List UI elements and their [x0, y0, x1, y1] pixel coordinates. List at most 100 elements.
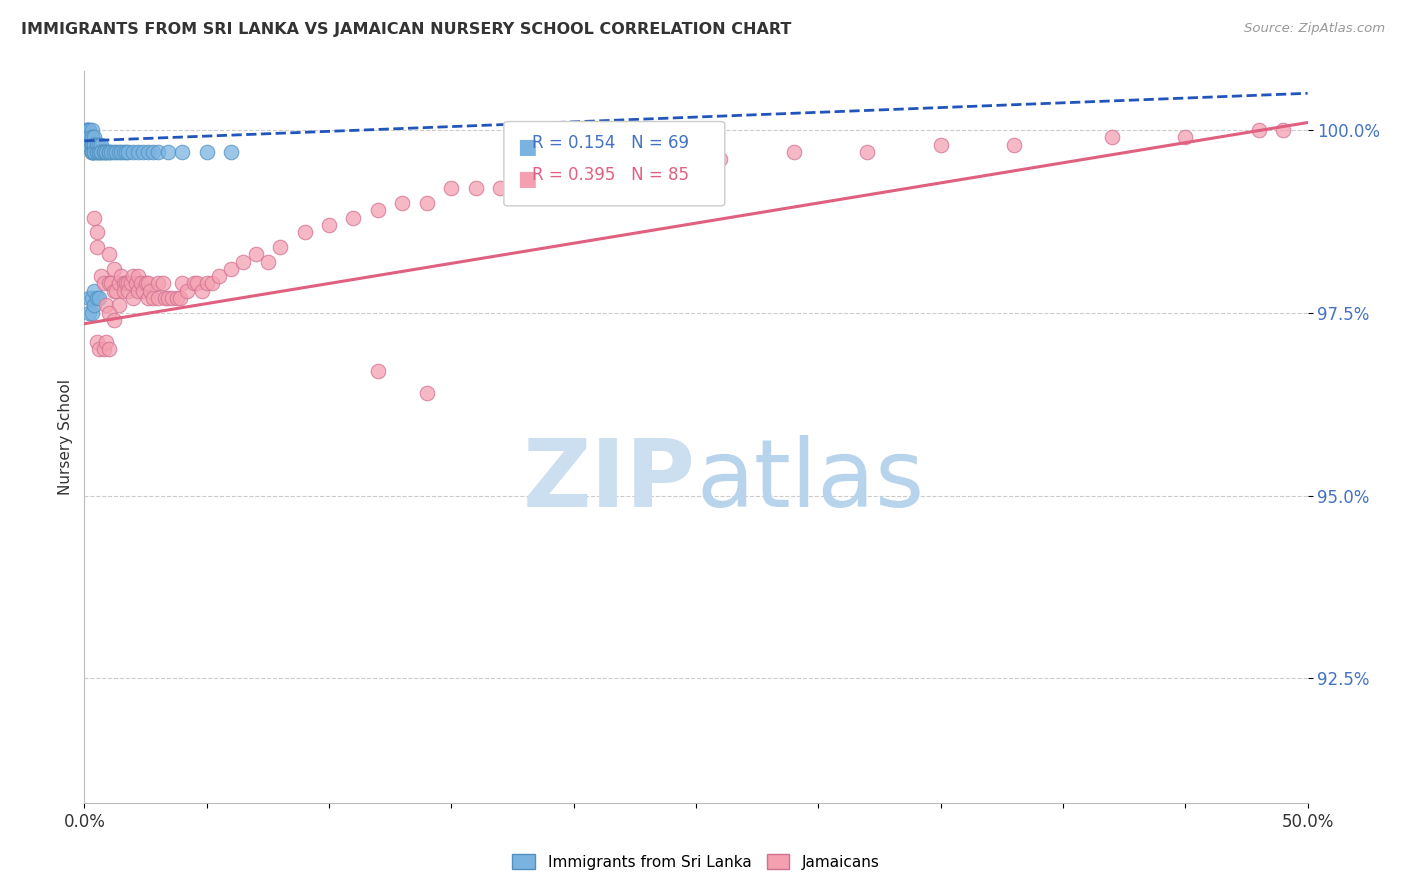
- Point: [856, 145, 879, 159]
- Point: [112, 277, 135, 291]
- Point: [86, 225, 108, 239]
- Point: [156, 145, 179, 159]
- Point: [1174, 130, 1197, 145]
- Point: [87, 343, 110, 357]
- Point: [96, 334, 118, 349]
- Point: [90, 269, 112, 284]
- Point: [117, 277, 139, 291]
- Point: [110, 145, 132, 159]
- Point: [183, 277, 205, 291]
- Point: [80, 145, 103, 159]
- Point: [929, 137, 952, 152]
- Point: [135, 277, 157, 291]
- Text: ■: ■: [517, 136, 537, 157]
- Point: [80, 137, 103, 152]
- Point: [191, 284, 214, 298]
- Point: [117, 145, 139, 159]
- Point: [232, 254, 254, 268]
- Point: [97, 343, 120, 357]
- Point: [112, 284, 135, 298]
- Point: [132, 145, 155, 159]
- Point: [96, 145, 118, 159]
- Point: [464, 181, 486, 195]
- Point: [132, 284, 155, 298]
- Point: [83, 145, 105, 159]
- Point: [80, 145, 103, 159]
- Point: [112, 145, 135, 159]
- Point: [77, 123, 100, 137]
- Point: [169, 291, 191, 305]
- Point: [103, 145, 125, 159]
- Point: [93, 277, 115, 291]
- Point: [153, 291, 176, 305]
- Point: [80, 291, 103, 305]
- Point: [172, 277, 194, 291]
- Point: [139, 284, 162, 298]
- Text: R = 0.154   N = 69: R = 0.154 N = 69: [531, 134, 689, 152]
- Text: atlas: atlas: [696, 435, 924, 527]
- Point: [152, 277, 174, 291]
- Point: [294, 225, 316, 239]
- Point: [1101, 130, 1123, 145]
- Point: [127, 269, 149, 284]
- Point: [219, 261, 242, 276]
- Point: [105, 145, 128, 159]
- Point: [97, 145, 120, 159]
- Point: [115, 145, 138, 159]
- Point: [1002, 137, 1025, 152]
- Point: [489, 181, 512, 195]
- Point: [103, 313, 125, 327]
- Text: ZIP: ZIP: [523, 435, 696, 527]
- Point: [86, 291, 108, 305]
- Point: [93, 145, 115, 159]
- Point: [661, 160, 683, 174]
- Point: [110, 269, 132, 284]
- Point: [83, 211, 105, 225]
- Point: [122, 145, 145, 159]
- Point: [117, 284, 139, 298]
- Point: [269, 240, 291, 254]
- Point: [83, 130, 105, 145]
- Point: [90, 145, 112, 159]
- Point: [107, 145, 129, 159]
- Point: [93, 145, 115, 159]
- Point: [200, 277, 222, 291]
- Point: [80, 130, 103, 145]
- Point: [136, 277, 159, 291]
- Point: [87, 145, 110, 159]
- Point: [97, 277, 120, 291]
- Point: [103, 284, 125, 298]
- Point: [83, 298, 105, 312]
- Point: [176, 284, 198, 298]
- Point: [1247, 123, 1270, 137]
- Point: [83, 137, 105, 152]
- Point: [186, 277, 208, 291]
- Point: [87, 145, 110, 159]
- Point: [97, 247, 120, 261]
- Point: [245, 247, 267, 261]
- Point: [122, 269, 145, 284]
- Point: [120, 277, 142, 291]
- Point: [142, 145, 165, 159]
- Point: [146, 277, 169, 291]
- Point: [86, 240, 108, 254]
- Point: [97, 145, 120, 159]
- Point: [162, 291, 184, 305]
- Point: [136, 145, 159, 159]
- Point: [342, 211, 364, 225]
- Point: [80, 137, 103, 152]
- Point: [107, 298, 129, 312]
- Point: [86, 137, 108, 152]
- Point: [367, 364, 389, 378]
- Text: R = 0.395   N = 85: R = 0.395 N = 85: [531, 166, 689, 184]
- Point: [318, 218, 340, 232]
- Point: [127, 145, 149, 159]
- Point: [97, 306, 120, 320]
- Point: [142, 291, 165, 305]
- Point: [83, 284, 105, 298]
- Point: [83, 145, 105, 159]
- Point: [367, 203, 389, 218]
- Point: [83, 137, 105, 152]
- Point: [80, 123, 103, 137]
- Point: [96, 145, 118, 159]
